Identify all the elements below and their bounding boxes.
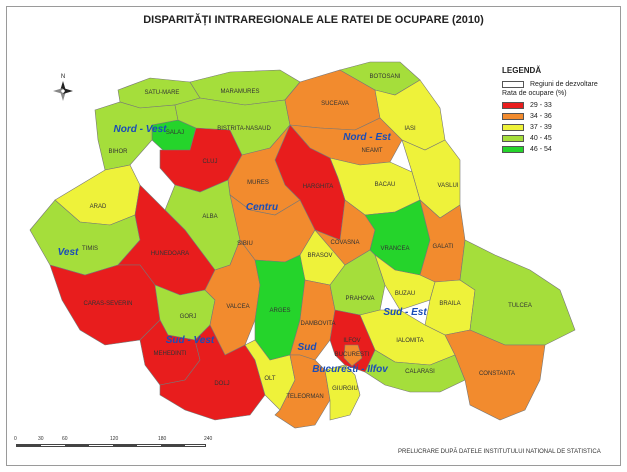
legend-class-swatch [502, 145, 524, 153]
legend-class-swatch [502, 123, 524, 131]
county-area [364, 349, 466, 393]
map-title: DISPARITĂȚI INTRAREGIONALE ALE RATEI DE … [143, 14, 484, 26]
scale-tick-label: 120 [110, 436, 119, 442]
county-label: TELEORMAN [286, 394, 323, 400]
region-label: Sud - Vest [166, 335, 215, 346]
county-label: BUCURESTI [335, 352, 370, 358]
county-label: CONSTANTA [479, 371, 515, 377]
legend-class-swatch [502, 112, 524, 120]
legend-class-row: 29 - 33 [502, 100, 617, 110]
legend-rate-title: Rata de ocupare (%) [502, 90, 567, 97]
county-area [324, 364, 361, 421]
county-label: VALCEA [226, 304, 249, 310]
county-label: GALATI [433, 244, 454, 250]
county-label: TIMIS [82, 246, 98, 252]
county-label: ARGES [269, 308, 290, 314]
county-label: CALARASI [405, 369, 435, 375]
county-label: BRASOV [307, 253, 332, 259]
county-area [159, 324, 266, 421]
county-label: HUNEDOARA [151, 251, 189, 257]
scale-tick-label: 0 [14, 436, 17, 442]
scale-tick-label: 60 [62, 436, 68, 442]
legend-class-label: 37 - 39 [530, 123, 552, 131]
county-label: VRANCEA [380, 246, 409, 252]
county-label: GORJ [180, 314, 197, 320]
region-label: Sud - Est [383, 307, 427, 318]
county-label: SALAJ [166, 130, 184, 136]
scale-line [16, 444, 206, 447]
legend-class-row: 34 - 36 [502, 111, 617, 121]
legend-region-label: Regiuni de dezvoltare [530, 80, 598, 88]
map-frame [6, 6, 621, 466]
county-label: BACAU [375, 182, 396, 188]
county-area [343, 344, 363, 367]
county-label: CARAS-SEVERIN [83, 301, 132, 307]
county-label: CLUJ [202, 159, 217, 165]
county-label: ILFOV [343, 338, 360, 344]
county-label: BISTRITA-NASAUD [217, 126, 271, 132]
legend-class-label: 34 - 36 [530, 112, 552, 120]
county-area [459, 239, 576, 346]
region-label: Centru [246, 202, 278, 213]
county-label: SATU-MARE [145, 90, 180, 96]
county-label: BUZAU [395, 291, 415, 297]
county-label: TULCEA [508, 303, 532, 309]
legend-class-label: 40 - 45 [530, 134, 552, 142]
county-label: NEAMT [362, 148, 383, 154]
north-arrow-icon: N [48, 72, 78, 106]
county-label: SIBIU [237, 241, 253, 247]
source-credit: PRELUCRARE DUPĂ DATELE INSTITUTULUI NATI… [398, 449, 601, 455]
legend-classes: 29 - 33 34 - 36 37 - 39 40 - 45 46 - 54 [502, 100, 617, 154]
county-label: SUCEAVA [321, 101, 349, 107]
county-area [444, 329, 546, 421]
legend-class-label: 29 - 33 [530, 101, 552, 109]
legend-class-swatch [502, 134, 524, 142]
legend-region-swatch [502, 80, 524, 88]
county-label: COVASNA [331, 240, 360, 246]
region-label: Vest [58, 247, 79, 258]
county-label: MURES [247, 180, 269, 186]
county-label: MEHEDINTI [154, 351, 187, 357]
region-label: Bucuresti - Ilfov [312, 364, 389, 375]
region-label: Sud [298, 342, 318, 353]
legend-class-row: 40 - 45 [502, 133, 617, 143]
county-label: GIURGIU [332, 386, 358, 392]
scale-tick-label: 240 [204, 436, 213, 442]
north-label: N [61, 74, 65, 80]
county-label: ARAD [90, 204, 107, 210]
legend: LEGENDĂ Regiuni de dezvoltare Rata de oc… [502, 66, 617, 155]
legend-title: LEGENDĂ [502, 66, 542, 75]
legend-class-row: 46 - 54 [502, 144, 617, 154]
region-label: Nord - Est [343, 132, 391, 143]
scale-tick-label: 180 [158, 436, 167, 442]
county-label: OLT [264, 376, 276, 382]
county-label: MARAMURES [220, 89, 259, 95]
county-area [274, 354, 331, 429]
legend-class-swatch [502, 101, 524, 109]
county-label: BOTOSANI [370, 74, 401, 80]
county-label: DAMBOVITA [301, 321, 336, 327]
county-label: HARGHITA [303, 184, 334, 190]
legend-region-row: Regiuni de dezvoltare [502, 79, 617, 89]
county-area [94, 101, 179, 171]
county-label: ALBA [202, 214, 217, 220]
county-label: BIHOR [108, 149, 128, 155]
scale-bar: 0 30 60 120 180 240 [14, 436, 216, 452]
scale-tick-label: 30 [38, 436, 44, 442]
region-label: Nord - Vest [114, 124, 168, 135]
county-label: IALOMITA [396, 338, 424, 344]
legend-class-row: 37 - 39 [502, 122, 617, 132]
county-label: DOLJ [214, 381, 229, 387]
county-label: BRAILA [439, 301, 460, 307]
legend-class-label: 46 - 54 [530, 145, 552, 153]
county-label: PRAHOVA [346, 296, 375, 302]
county-label: IASI [404, 126, 416, 132]
county-label: VASLUI [438, 183, 459, 189]
county-area [329, 309, 376, 373]
